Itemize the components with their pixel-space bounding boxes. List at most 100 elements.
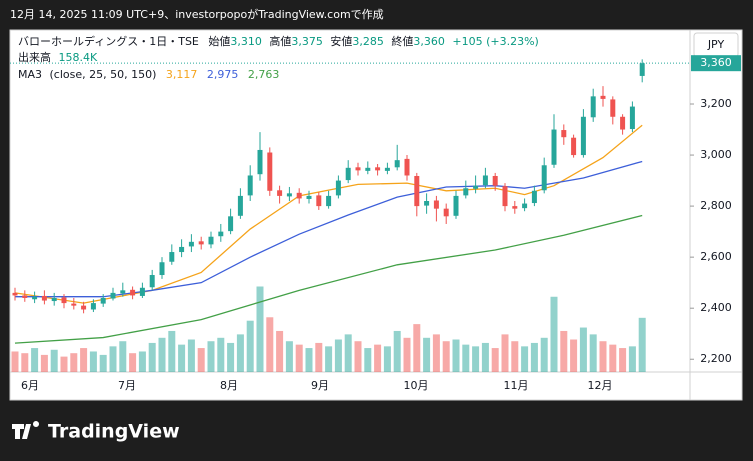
volume-bar [638, 317, 646, 372]
volume-bar [305, 348, 313, 372]
candle-body [610, 99, 616, 117]
candle-body [169, 252, 175, 262]
close-value: 3,360 [413, 35, 445, 48]
volume-bar [540, 337, 548, 372]
candle-body [512, 206, 518, 209]
volume-bar [354, 341, 362, 372]
low-label: 安値 [330, 34, 352, 48]
candle-body [159, 262, 165, 276]
volume-bar [432, 334, 440, 372]
volume-bar [129, 353, 137, 372]
ma-title: MA3 [18, 68, 42, 81]
candle-body [424, 201, 430, 206]
volume-label: 出来高 [18, 50, 51, 64]
candle-body [306, 195, 312, 199]
volume-bar [158, 337, 166, 372]
x-tick-label: 7月 [118, 379, 136, 392]
volume-bar [31, 348, 39, 372]
open-label: 始値 [208, 34, 230, 48]
candle-body [414, 175, 420, 207]
volume-bar [315, 342, 323, 372]
volume-bar [628, 346, 636, 372]
candle-body [394, 160, 400, 168]
candle-body [375, 167, 381, 171]
ma-value: 2,763 [248, 68, 280, 81]
y-tick-label: 2,600 [700, 250, 732, 263]
volume-bar [423, 337, 431, 372]
volume-bar [570, 339, 578, 372]
x-tick-label: 10月 [404, 379, 429, 392]
candle-body [522, 203, 528, 209]
volume-bar [276, 330, 284, 372]
candle-body [384, 167, 390, 171]
candle-body [110, 292, 116, 299]
open-value: 3,310 [230, 35, 262, 48]
volume-bar [560, 330, 568, 372]
x-tick-label: 9月 [311, 379, 329, 392]
candle-body [71, 303, 77, 306]
volume-bar [138, 351, 146, 372]
candle-body [32, 296, 38, 300]
volume-bar [472, 346, 480, 372]
candle-body [561, 130, 567, 138]
y-tick-label: 3,200 [700, 97, 732, 110]
candle-body [316, 195, 322, 207]
volume-bar [413, 324, 421, 372]
high-label: 高値 [269, 34, 291, 48]
volume-bar [89, 351, 97, 372]
candle-body [51, 297, 57, 302]
y-tick-label: 3,000 [700, 148, 732, 161]
ma-value: 3,117 [166, 68, 198, 81]
ma-params: (close, 25, 50, 150) [50, 68, 157, 81]
y-tick-label: 2,200 [700, 352, 732, 365]
candle-body [130, 289, 136, 296]
volume-bar [197, 348, 205, 372]
volume-bar [50, 349, 58, 372]
volume-bar [393, 330, 401, 372]
change: +105 (+3.23%) [452, 35, 538, 48]
candle-body [218, 231, 224, 237]
y-tick-label: 2,800 [700, 199, 732, 212]
volume-bar [530, 342, 538, 372]
volume-bar [609, 344, 617, 372]
volume-value: 158.4K [59, 51, 98, 64]
candle-body [580, 116, 586, 156]
candle-body [551, 129, 557, 165]
candle-body [629, 106, 635, 130]
volume-bar [501, 334, 509, 372]
volume-bar [579, 327, 587, 372]
candle-body [100, 297, 106, 304]
volume-bar [285, 341, 293, 372]
volume-bar [246, 320, 254, 372]
volume-bar [266, 317, 274, 372]
volume-bar [481, 342, 489, 372]
candle-body [237, 195, 243, 216]
candle-body [149, 275, 155, 288]
candle-body [541, 165, 547, 191]
candle-body [12, 292, 18, 296]
moving-average [14, 124, 643, 304]
volume-bar [60, 356, 68, 372]
volume-bar [462, 344, 470, 372]
candle-body [600, 95, 606, 99]
candle-body [443, 208, 449, 217]
volume-bar [550, 296, 558, 372]
volume-bar [109, 346, 117, 372]
volume-bar [80, 348, 88, 372]
candle-body [61, 297, 67, 304]
candle-body [22, 295, 28, 298]
volume-bar [334, 339, 342, 372]
volume-bar [589, 334, 597, 372]
candle-body [228, 216, 234, 232]
logo [12, 421, 39, 439]
candle-body [41, 295, 47, 301]
volume-bar [364, 348, 372, 372]
candle-body [198, 241, 204, 245]
candle-body [335, 180, 341, 196]
candle-body [179, 246, 185, 253]
candle-body [286, 193, 292, 197]
volume-bar [374, 344, 382, 372]
volume-bar [227, 342, 235, 372]
volume-bar [217, 337, 225, 372]
